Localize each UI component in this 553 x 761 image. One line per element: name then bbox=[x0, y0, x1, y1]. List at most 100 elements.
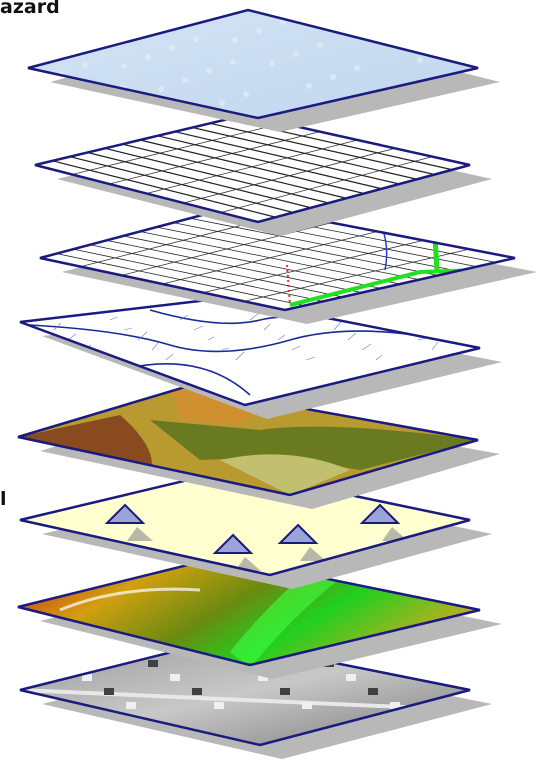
map-layer bbox=[27, 8, 500, 132]
map-layer bbox=[17, 385, 500, 509]
speckle bbox=[95, 94, 101, 100]
layer-outline bbox=[19, 296, 481, 407]
street bbox=[244, 248, 470, 302]
building bbox=[104, 688, 114, 695]
rail bbox=[286, 264, 291, 306]
tributary bbox=[109, 316, 118, 321]
tributary bbox=[193, 325, 204, 331]
point-marker bbox=[277, 523, 319, 544]
speckle bbox=[108, 31, 114, 37]
tributary bbox=[137, 331, 148, 341]
speckle bbox=[232, 37, 238, 43]
speckle bbox=[243, 91, 249, 97]
speckle bbox=[269, 60, 275, 66]
layer-fill bbox=[20, 470, 470, 575]
building bbox=[126, 702, 136, 709]
tool-label: l bbox=[0, 488, 7, 510]
tributary bbox=[165, 353, 174, 361]
building bbox=[390, 702, 400, 709]
speckle bbox=[71, 103, 77, 109]
speckle bbox=[306, 83, 312, 89]
tributary bbox=[431, 341, 439, 351]
layer-outline bbox=[39, 203, 516, 312]
layer-outline bbox=[19, 468, 471, 577]
point-marker bbox=[212, 533, 254, 554]
building bbox=[148, 660, 158, 667]
tributary bbox=[235, 351, 245, 361]
tributary bbox=[263, 323, 271, 331]
tributary bbox=[221, 347, 230, 351]
speckle bbox=[82, 62, 88, 68]
layer-fill bbox=[20, 298, 480, 405]
tributary bbox=[179, 314, 189, 321]
speckle bbox=[354, 65, 360, 71]
speckle bbox=[182, 77, 188, 83]
tributary bbox=[123, 327, 133, 331]
speckle bbox=[230, 59, 236, 65]
point-marker bbox=[104, 503, 146, 524]
tributary bbox=[389, 315, 398, 321]
speckle bbox=[317, 42, 323, 48]
speckle bbox=[206, 68, 212, 74]
layer-outline bbox=[19, 638, 471, 747]
street bbox=[220, 156, 433, 213]
soil-zone bbox=[150, 420, 478, 470]
speckle bbox=[132, 22, 138, 28]
point-marker bbox=[359, 503, 401, 524]
tributary bbox=[361, 343, 372, 351]
river bbox=[29, 324, 471, 353]
tributary bbox=[249, 312, 260, 321]
layer-outline bbox=[27, 8, 479, 120]
map-layer bbox=[34, 113, 492, 236]
speckle bbox=[293, 51, 299, 57]
building bbox=[368, 688, 378, 695]
layer-fill bbox=[18, 557, 480, 665]
map-layer bbox=[19, 296, 502, 419]
speckle bbox=[465, 39, 471, 45]
point-shadow bbox=[382, 527, 408, 541]
layer-fill bbox=[35, 115, 470, 222]
speckle bbox=[428, 111, 434, 117]
building bbox=[82, 674, 92, 681]
tributary bbox=[151, 342, 159, 351]
building bbox=[412, 660, 422, 667]
tributary bbox=[207, 336, 215, 341]
map-layer bbox=[39, 203, 537, 324]
building bbox=[214, 702, 224, 709]
speckle bbox=[417, 57, 423, 63]
speckle bbox=[121, 63, 127, 69]
speckle bbox=[145, 54, 151, 60]
layer-outline bbox=[17, 555, 481, 667]
point-shadow bbox=[127, 527, 153, 541]
hazard-label: azard bbox=[0, 0, 60, 18]
building bbox=[60, 660, 70, 667]
ridge bbox=[59, 587, 201, 612]
speckle bbox=[280, 19, 286, 25]
layer-detail bbox=[104, 503, 408, 571]
building bbox=[258, 674, 268, 681]
building bbox=[192, 688, 202, 695]
building bbox=[170, 674, 180, 681]
speckle bbox=[84, 40, 90, 46]
point-shadow bbox=[300, 547, 326, 561]
tributary bbox=[403, 326, 413, 331]
tributary bbox=[375, 354, 383, 361]
speckle bbox=[219, 100, 225, 106]
building bbox=[434, 674, 444, 681]
speckle bbox=[441, 48, 447, 54]
map-layer bbox=[19, 468, 492, 589]
speckle bbox=[158, 86, 164, 92]
speckle bbox=[193, 36, 199, 42]
tributary bbox=[53, 322, 62, 331]
speckle bbox=[169, 45, 175, 51]
speckle bbox=[256, 28, 262, 34]
speckle bbox=[330, 74, 336, 80]
building bbox=[346, 674, 356, 681]
building bbox=[302, 702, 312, 709]
layer-outline bbox=[34, 113, 471, 224]
layer-outline bbox=[17, 385, 479, 497]
highway bbox=[432, 234, 440, 273]
building bbox=[280, 688, 290, 695]
speckle bbox=[156, 108, 162, 114]
